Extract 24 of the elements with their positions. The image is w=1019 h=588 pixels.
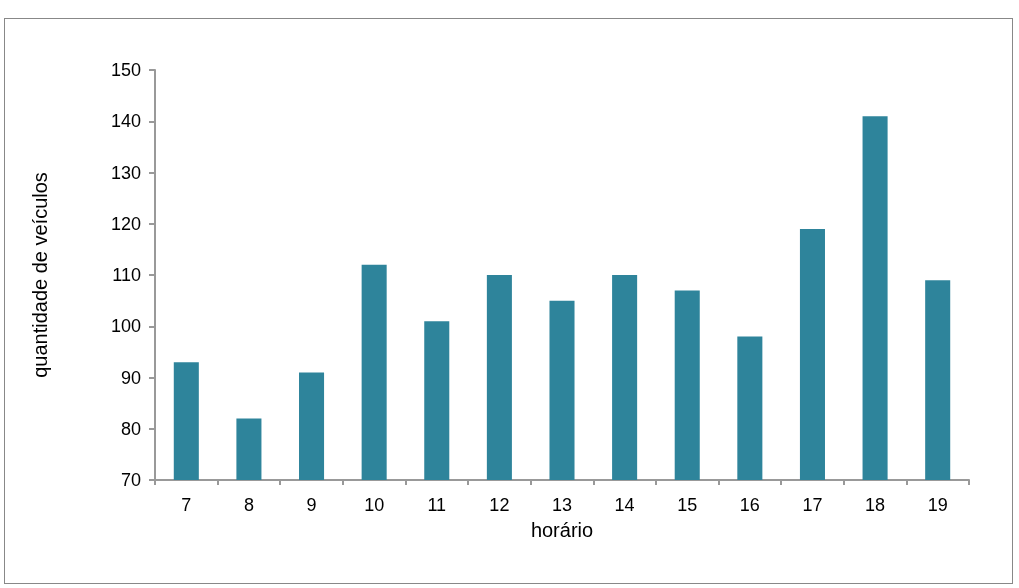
x-tick-label: 11 [427, 495, 447, 515]
x-tick-label: 17 [802, 495, 823, 515]
y-tick-label: 100 [110, 316, 141, 337]
x-tick-label: 13 [551, 495, 573, 515]
x-axis-title: horário [530, 519, 594, 541]
y-tick-label: 110 [112, 265, 141, 285]
x-tick-label: 7 [181, 495, 192, 515]
x-tick-label: 10 [364, 495, 385, 515]
x-tick-label: 15 [677, 495, 698, 515]
y-tick-label: 150 [110, 60, 141, 80]
x-tick-label: 16 [739, 495, 760, 515]
y-tick-label: 120 [110, 213, 141, 234]
y-tick-label: 90 [120, 367, 141, 388]
y-tick-label: 130 [110, 162, 141, 183]
y-axis-title: quantidade de veículos [29, 172, 51, 378]
x-tick-label: 9 [306, 495, 317, 515]
y-tick-label: 140 [110, 111, 141, 132]
x-tick-label: 8 [243, 495, 254, 515]
x-tick-label: 18 [865, 495, 886, 515]
y-tick-label: 70 [120, 470, 141, 490]
x-tick-label: 14 [614, 495, 635, 515]
y-tick-label: 80 [120, 418, 141, 439]
x-tick-label: 12 [489, 495, 510, 515]
x-tick-label: 19 [927, 495, 948, 515]
